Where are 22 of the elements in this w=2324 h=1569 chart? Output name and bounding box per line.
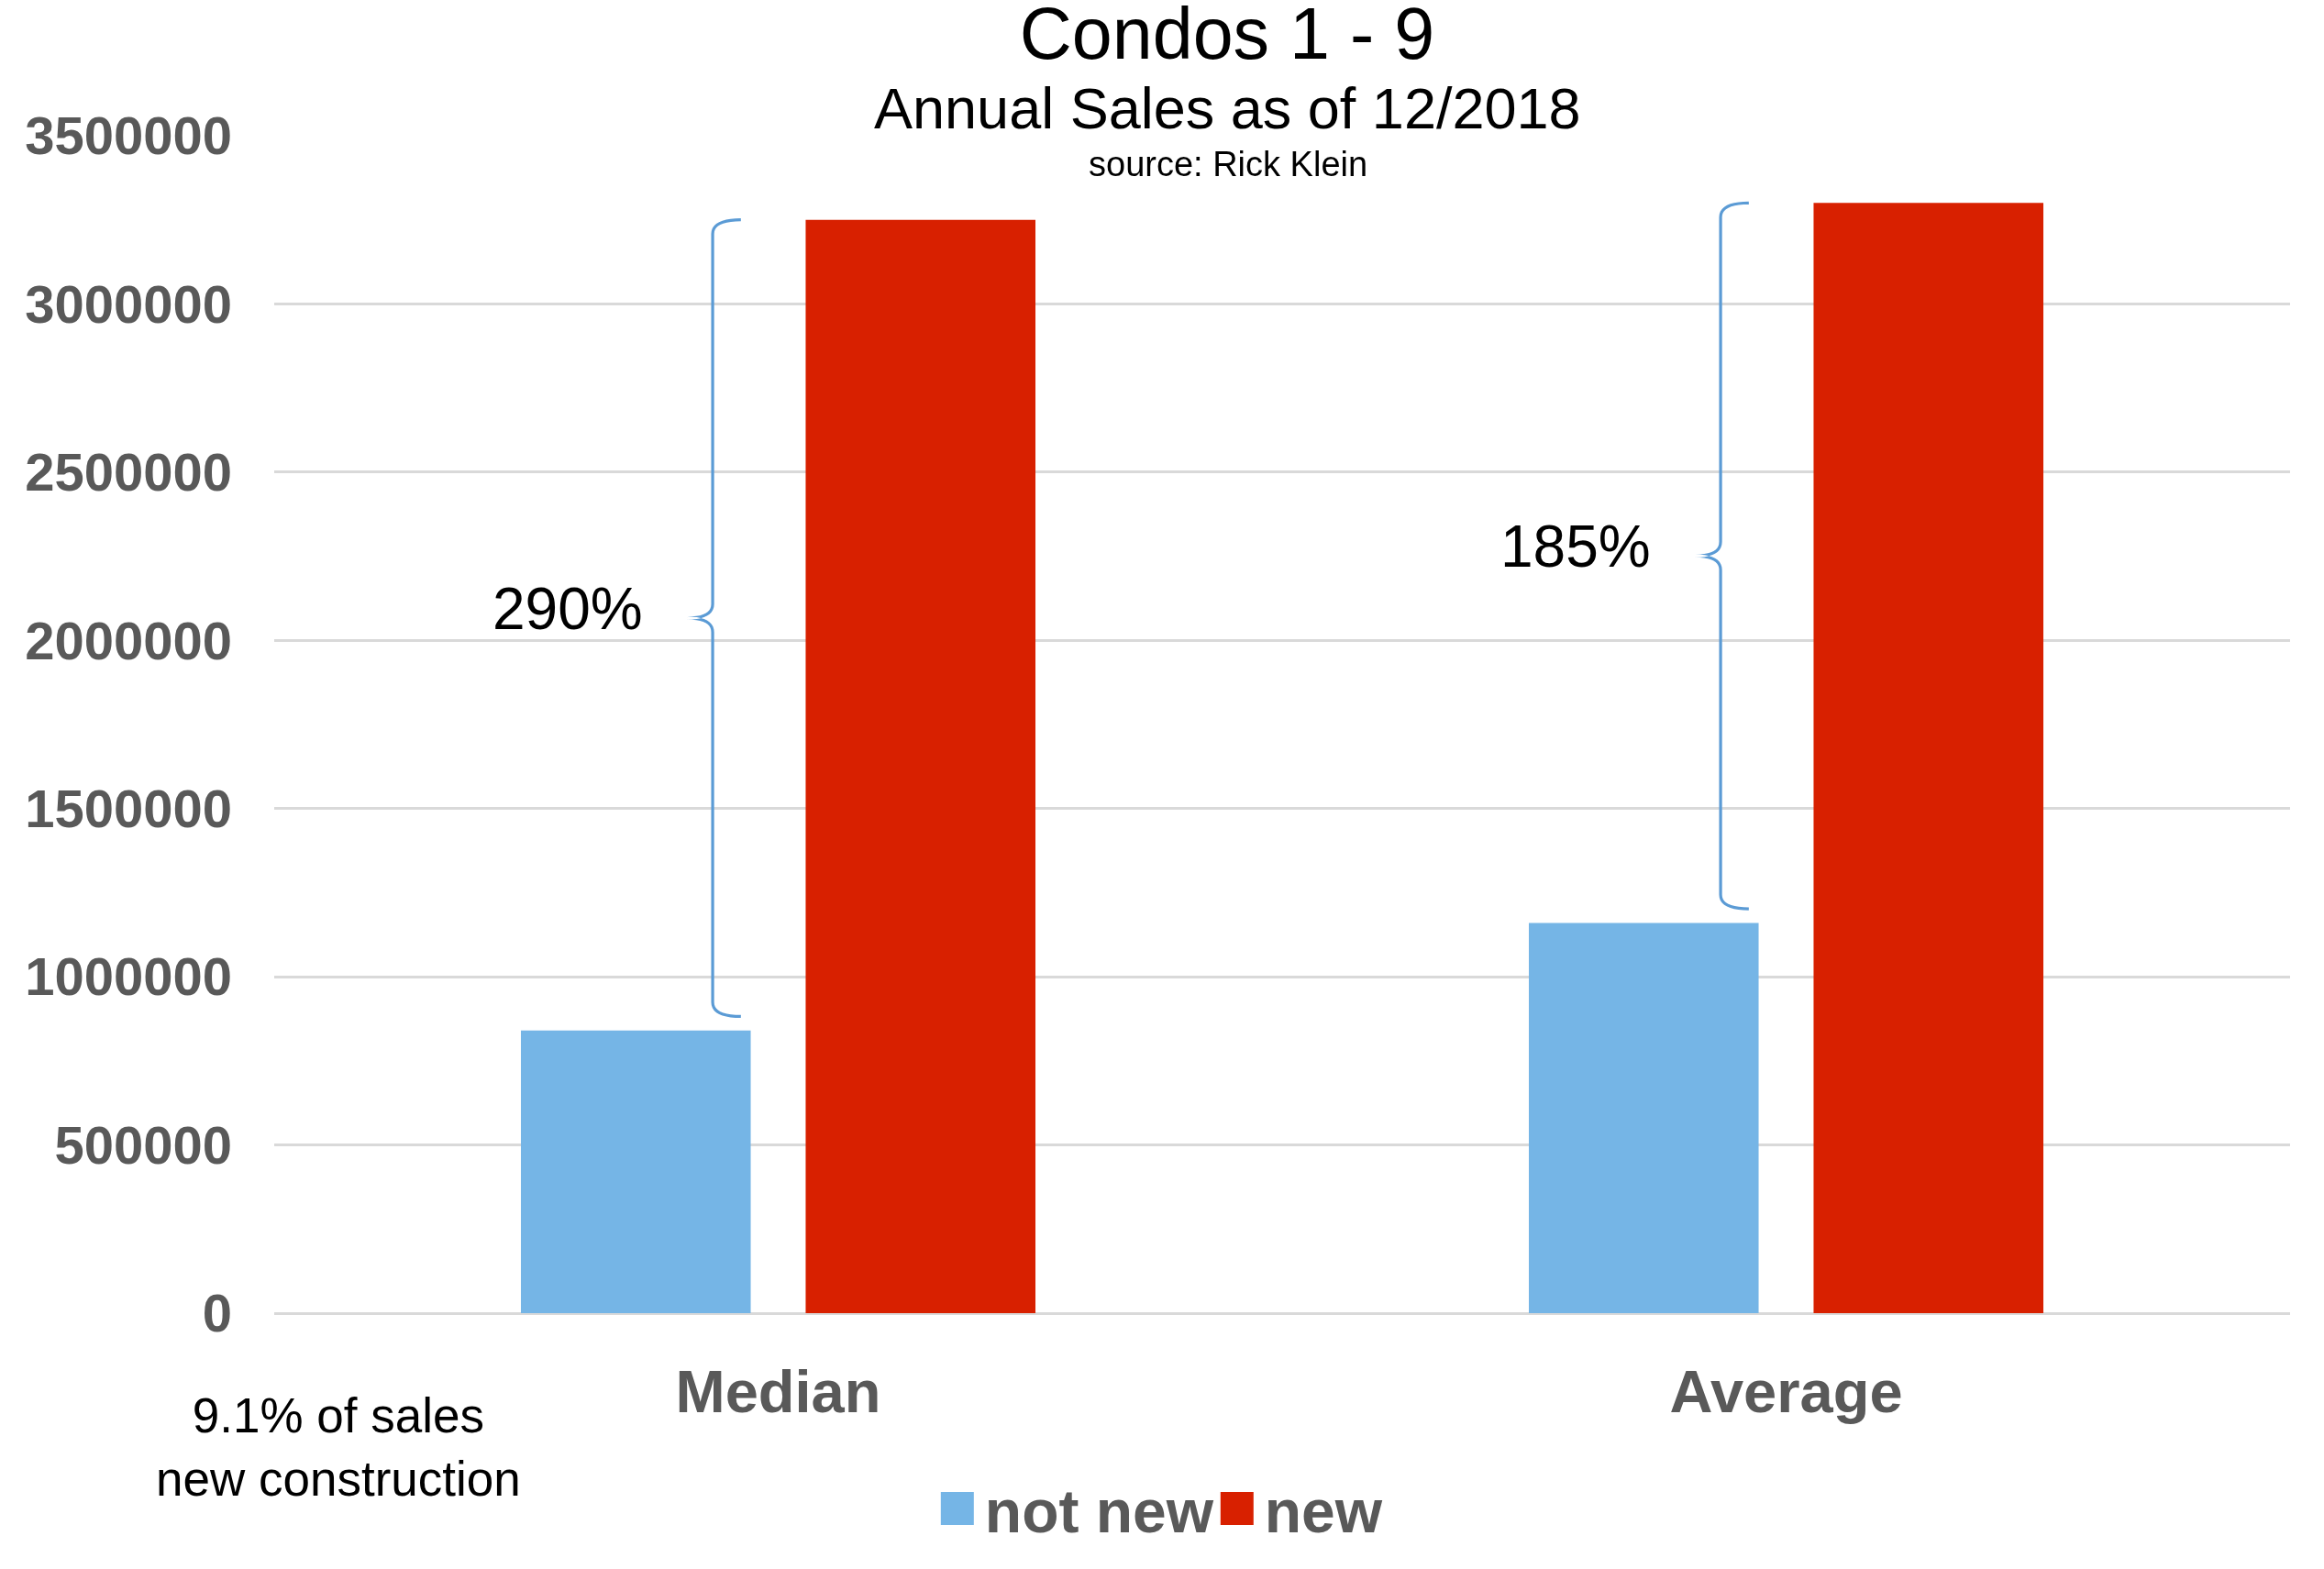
bar [1528, 923, 1759, 1313]
y-tick-label: 1000000 [25, 946, 232, 1007]
legend-label: new [1264, 1476, 1383, 1545]
x-tick-label: Average [1669, 1358, 1903, 1425]
chart-title: Condos 1 - 9 [1019, 0, 1435, 74]
bar [1813, 203, 2044, 1313]
annotation: source: Rick Klein [1089, 145, 1368, 183]
y-tick-label: 2500000 [25, 442, 232, 503]
y-tick-label: 1500000 [25, 779, 232, 839]
bar [805, 219, 1036, 1313]
bar [520, 1030, 751, 1313]
text: 9.1% of sales new construction [156, 1388, 521, 1506]
annotation: 185% [1500, 514, 1651, 580]
y-tick-label: 3000000 [25, 273, 232, 334]
x-tick-label: Median [675, 1358, 881, 1425]
y-tick-label: 2000000 [25, 610, 232, 670]
y-tick-label: 0 [202, 1283, 232, 1343]
annotation: 290% [492, 576, 643, 642]
legend-label: not new [984, 1476, 1214, 1545]
chart-subtitle: Annual Sales as of 12/2018 [874, 76, 1581, 140]
y-tick-label: 3500000 [25, 105, 232, 166]
y-tick-label: 500000 [54, 1114, 232, 1175]
